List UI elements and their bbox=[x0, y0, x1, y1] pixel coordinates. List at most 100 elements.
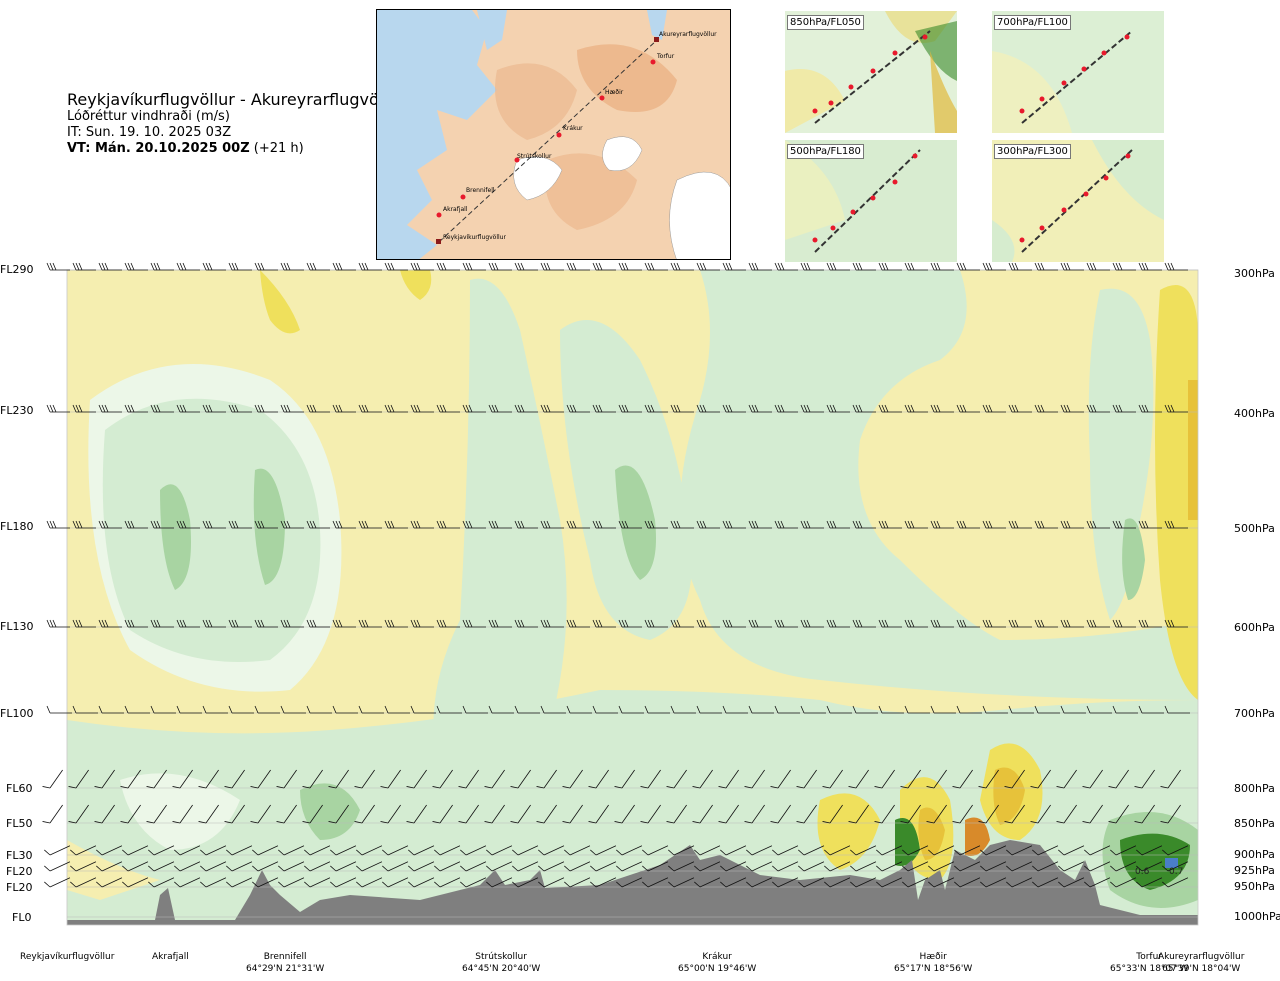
wind-barb bbox=[228, 520, 252, 529]
wind-barb bbox=[670, 262, 694, 271]
wind-barb bbox=[96, 877, 123, 888]
wind-barb bbox=[696, 404, 720, 413]
wind-barb bbox=[200, 861, 227, 872]
wind-barb bbox=[826, 520, 850, 529]
wind-barb bbox=[982, 262, 1006, 271]
valid-time: VT: Mán. 20.10.2025 00Z bbox=[67, 141, 250, 156]
wind-barb bbox=[562, 804, 583, 824]
wind-barb bbox=[436, 404, 460, 413]
wind-barb bbox=[176, 705, 202, 714]
wind-barb bbox=[928, 861, 955, 872]
wind-barb bbox=[1136, 877, 1163, 888]
wind-barb bbox=[722, 705, 748, 714]
route-map: Akureyrarflugvöllur Torfur Hæðir Krákur … bbox=[376, 9, 731, 260]
wind-barb bbox=[1034, 619, 1058, 628]
wind-barb bbox=[902, 877, 929, 888]
wind-barb bbox=[124, 705, 150, 714]
wind-barb bbox=[382, 861, 409, 872]
x-location-label: Akrafjall bbox=[152, 951, 189, 963]
wind-barb bbox=[148, 845, 175, 856]
mini-map-500-graphic bbox=[785, 140, 957, 262]
wind-barb bbox=[488, 404, 512, 413]
wind-barb bbox=[432, 769, 453, 789]
wind-barb bbox=[640, 804, 661, 824]
wind-barb bbox=[536, 804, 557, 824]
wind-barb bbox=[616, 845, 643, 856]
x-location-coord: 64°45'N 20°40'W bbox=[462, 964, 541, 974]
wind-barb bbox=[694, 861, 721, 872]
wind-barb bbox=[46, 520, 70, 529]
wind-barb bbox=[670, 705, 696, 714]
wind-barb bbox=[666, 769, 687, 789]
wind-barb bbox=[744, 804, 765, 824]
wind-barb bbox=[1164, 404, 1188, 413]
wind-barb bbox=[176, 619, 200, 628]
wind-barb bbox=[408, 845, 435, 856]
wind-barb bbox=[68, 769, 89, 789]
wind-barb bbox=[566, 520, 590, 529]
wind-barb bbox=[800, 619, 824, 628]
wind-barb bbox=[850, 861, 877, 872]
wind-barb bbox=[852, 404, 876, 413]
wind-barb bbox=[384, 520, 408, 529]
wind-barb bbox=[486, 861, 513, 872]
wind-barb bbox=[668, 845, 695, 856]
wind-barb bbox=[670, 619, 694, 628]
hpa-label: 600hPa bbox=[1234, 621, 1275, 634]
wind-barb bbox=[302, 769, 323, 789]
wind-barb bbox=[384, 404, 408, 413]
wind-barb bbox=[1006, 877, 1033, 888]
wind-barb bbox=[956, 262, 980, 271]
wind-barb bbox=[800, 404, 824, 413]
wind-barb bbox=[848, 804, 869, 824]
hpa-label: 850hPa bbox=[1234, 817, 1275, 830]
wind-barb bbox=[458, 804, 479, 824]
wind-barb bbox=[1138, 619, 1162, 628]
wind-barb bbox=[1112, 705, 1138, 714]
wind-barb bbox=[146, 804, 167, 824]
wind-barb bbox=[644, 404, 668, 413]
map-label-krakur: Krákur bbox=[563, 125, 583, 132]
wind-barb bbox=[796, 804, 817, 824]
wind-barb bbox=[278, 861, 305, 872]
wind-barb bbox=[1004, 804, 1025, 824]
wind-barb bbox=[1086, 705, 1112, 714]
wind-barb bbox=[540, 705, 566, 714]
wind-barb bbox=[824, 861, 851, 872]
wind-barb bbox=[46, 262, 70, 271]
x-location-name: Reykjavíkurflugvöllur bbox=[20, 952, 115, 962]
wind-barb bbox=[44, 861, 71, 872]
wind-barb bbox=[176, 404, 200, 413]
x-location-coord: 65°17'N 18°56'W bbox=[894, 964, 973, 974]
map-label-akrafjall: Akrafjall bbox=[443, 206, 468, 213]
wind-barb bbox=[410, 404, 434, 413]
wind-barb bbox=[824, 845, 851, 856]
wind-barb bbox=[1134, 804, 1155, 824]
wind-barb bbox=[536, 769, 557, 789]
hpa-label: 300hPa bbox=[1234, 267, 1275, 280]
wind-barb bbox=[330, 845, 357, 856]
wind-barb bbox=[748, 705, 774, 714]
wind-barb bbox=[306, 619, 330, 628]
wind-barb bbox=[1008, 262, 1032, 271]
wind-barb bbox=[1082, 769, 1103, 789]
mini-map-850: 850hPa/FL050 bbox=[785, 11, 957, 133]
wind-barb bbox=[122, 861, 149, 872]
wind-barb bbox=[670, 520, 694, 529]
wind-barb bbox=[356, 861, 383, 872]
wind-barb bbox=[902, 845, 929, 856]
wind-barb bbox=[952, 769, 973, 789]
wind-barb bbox=[798, 845, 825, 856]
wind-barb bbox=[876, 877, 903, 888]
wind-barb bbox=[1112, 520, 1136, 529]
wind-barb bbox=[1162, 861, 1189, 872]
wind-barb bbox=[904, 520, 928, 529]
mini-map-700-graphic bbox=[992, 11, 1164, 133]
x-location-name: Akureyrarflugvöllur bbox=[1158, 952, 1245, 962]
wind-barb bbox=[692, 804, 713, 824]
x-location-label: Brennifell 64°29'N 21°31'W bbox=[246, 951, 324, 975]
wind-barb bbox=[722, 262, 746, 271]
wind-barb bbox=[826, 404, 850, 413]
wind-barbs bbox=[42, 262, 1190, 888]
wind-barb bbox=[512, 861, 539, 872]
